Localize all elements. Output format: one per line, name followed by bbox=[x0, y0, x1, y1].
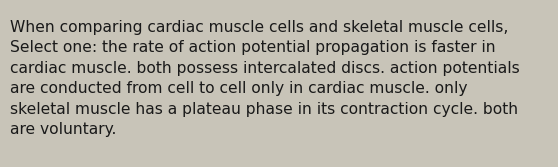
Text: When comparing cardiac muscle cells and skeletal muscle cells,
Select one: the r: When comparing cardiac muscle cells and … bbox=[10, 20, 520, 137]
